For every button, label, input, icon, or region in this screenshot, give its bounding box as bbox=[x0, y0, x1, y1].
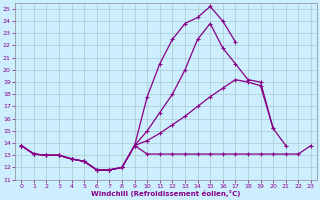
X-axis label: Windchill (Refroidissement éolien,°C): Windchill (Refroidissement éolien,°C) bbox=[92, 190, 241, 197]
